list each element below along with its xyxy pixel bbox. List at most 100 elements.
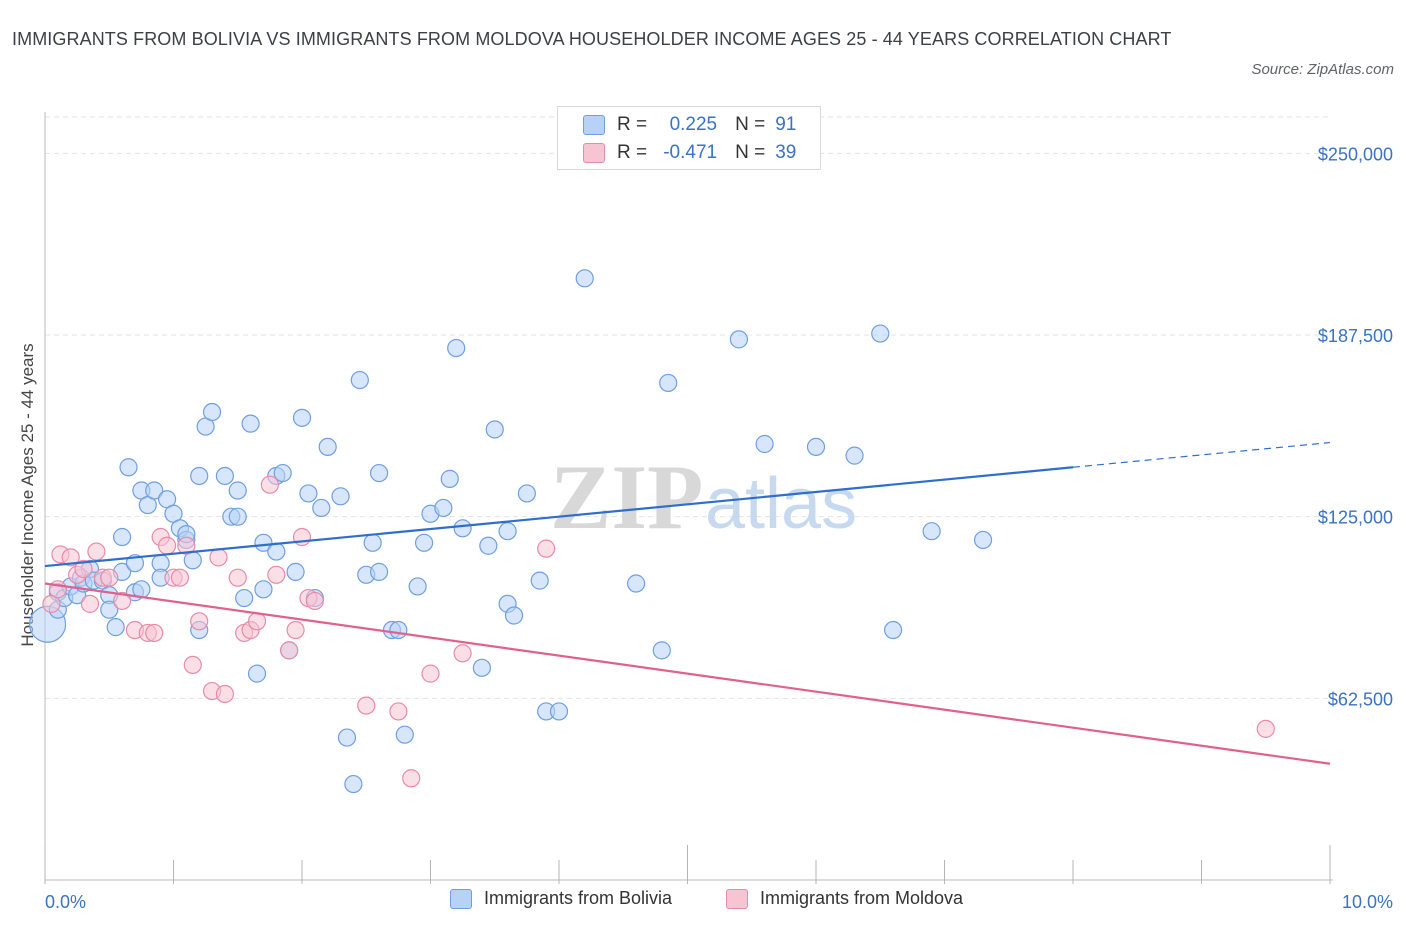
point-moldova-38[interactable] <box>421 664 440 683</box>
point-moldova-13[interactable] <box>145 623 164 643</box>
series-legend-moldova[interactable]: Immigrants from Moldova <box>726 888 963 909</box>
point-bolivia-42[interactable] <box>254 580 273 599</box>
point-bolivia-81[interactable] <box>549 702 569 721</box>
point-bolivia-52[interactable] <box>312 498 331 518</box>
point-moldova-41[interactable] <box>1256 719 1275 738</box>
point-moldova-27[interactable] <box>247 612 267 631</box>
point-bolivia-84[interactable] <box>652 641 671 660</box>
point-bolivia-87[interactable] <box>755 434 774 454</box>
point-bolivia-48[interactable] <box>286 562 305 581</box>
legend-n-value-bolivia: 91 <box>775 114 797 135</box>
point-bolivia-89[interactable] <box>845 446 864 465</box>
point-bolivia-70[interactable] <box>447 338 466 358</box>
point-bolivia-18[interactable] <box>119 458 138 477</box>
point-bolivia-78[interactable] <box>517 484 536 503</box>
point-bolivia-88[interactable] <box>806 437 826 457</box>
point-bolivia-12[interactable] <box>106 618 125 637</box>
point-moldova-39[interactable] <box>453 644 472 663</box>
point-moldova-10[interactable] <box>112 591 132 611</box>
point-moldova-31[interactable] <box>286 620 305 640</box>
point-moldova-28[interactable] <box>260 475 279 494</box>
point-moldova-23[interactable] <box>215 684 234 704</box>
legend-r-label: R = <box>617 114 648 135</box>
point-bolivia-71[interactable] <box>453 519 472 538</box>
point-bolivia-31[interactable] <box>190 466 209 486</box>
point-bolivia-91[interactable] <box>883 620 903 640</box>
point-moldova-20[interactable] <box>190 612 209 631</box>
point-bolivia-49[interactable] <box>292 408 312 427</box>
point-bolivia-37[interactable] <box>228 507 247 526</box>
watermark-zip: ZIP <box>550 446 703 548</box>
point-bolivia-14[interactable] <box>100 600 119 619</box>
point-bolivia-79[interactable] <box>530 571 549 590</box>
point-bolivia-35[interactable] <box>215 466 234 486</box>
point-moldova-36[interactable] <box>389 702 408 721</box>
legend-r-value-moldova: -0.471 <box>663 142 718 163</box>
point-bolivia-53[interactable] <box>318 437 337 457</box>
point-moldova-7[interactable] <box>87 542 106 561</box>
point-moldova-29[interactable] <box>267 565 286 584</box>
point-bolivia-54[interactable] <box>331 487 350 506</box>
chart-title: IMMIGRANTS FROM BOLIVIA VS IMMIGRANTS FR… <box>12 29 1172 49</box>
point-bolivia-82[interactable] <box>575 269 594 288</box>
point-moldova-19[interactable] <box>183 655 202 675</box>
point-bolivia-65[interactable] <box>408 577 427 596</box>
point-moldova-22[interactable] <box>209 548 228 567</box>
y-axis-label: Householder Income Ages 25 - 44 years <box>18 343 37 646</box>
point-bolivia-83[interactable] <box>626 574 646 593</box>
point-bolivia-61[interactable] <box>370 463 389 483</box>
point-bolivia-86[interactable] <box>729 330 749 349</box>
point-bolivia-69[interactable] <box>440 469 459 488</box>
series-legend: Immigrants from Bolivia Immigrants from … <box>0 888 1406 916</box>
trendline-moldova <box>44 582 1331 765</box>
point-bolivia-73[interactable] <box>479 536 498 555</box>
point-bolivia-64[interactable] <box>395 725 414 744</box>
point-bolivia-90[interactable] <box>871 324 890 343</box>
point-bolivia-76[interactable] <box>504 606 524 625</box>
point-moldova-30[interactable] <box>280 641 299 660</box>
point-moldova-18[interactable] <box>177 536 196 555</box>
point-bolivia-59[interactable] <box>363 533 382 552</box>
point-moldova-15[interactable] <box>157 536 177 555</box>
point-bolivia-38[interactable] <box>228 481 247 500</box>
point-moldova-40[interactable] <box>537 539 556 558</box>
point-moldova-34[interactable] <box>305 591 324 611</box>
correlation-legend: R = 0.225 N = 91 R = -0.471 N = 39 <box>557 106 821 170</box>
point-bolivia-85[interactable] <box>659 373 678 393</box>
point-bolivia-22[interactable] <box>145 481 164 500</box>
point-bolivia-44[interactable] <box>267 542 286 561</box>
point-moldova-17[interactable] <box>170 568 190 587</box>
point-bolivia-63[interactable] <box>389 620 408 640</box>
point-bolivia-60[interactable] <box>370 562 389 581</box>
series-legend-bolivia[interactable]: Immigrants from Bolivia <box>450 888 672 909</box>
trendline-bolivia <box>44 466 1074 568</box>
y-tick-label-3: $250,000 <box>1318 144 1393 164</box>
legend-swatch-bolivia <box>583 115 605 135</box>
point-bolivia-46[interactable] <box>273 463 292 483</box>
point-bolivia-57[interactable] <box>350 370 369 390</box>
point-bolivia-56[interactable] <box>344 774 363 794</box>
point-bolivia-39[interactable] <box>235 588 254 608</box>
point-bolivia-43[interactable] <box>254 533 273 552</box>
point-bolivia-92[interactable] <box>922 522 941 541</box>
point-moldova-37[interactable] <box>402 769 421 788</box>
point-bolivia-50[interactable] <box>299 484 318 503</box>
point-bolivia-41[interactable] <box>247 664 267 683</box>
point-bolivia-40[interactable] <box>241 414 260 433</box>
point-moldova-6[interactable] <box>80 594 100 613</box>
point-bolivia-74[interactable] <box>485 420 504 439</box>
point-moldova-9[interactable] <box>100 568 119 587</box>
point-moldova-3[interactable] <box>61 548 80 567</box>
point-moldova-35[interactable] <box>357 696 376 715</box>
point-bolivia-93[interactable] <box>973 530 993 550</box>
point-bolivia-17[interactable] <box>112 527 132 547</box>
point-bolivia-66[interactable] <box>414 533 434 552</box>
point-bolivia-72[interactable] <box>472 658 491 677</box>
point-moldova-24[interactable] <box>228 568 247 587</box>
point-bolivia-55[interactable] <box>337 728 357 747</box>
point-bolivia-68[interactable] <box>434 498 453 518</box>
point-bolivia-33[interactable] <box>202 402 222 422</box>
point-bolivia-77[interactable] <box>498 522 517 541</box>
point-moldova-5[interactable] <box>74 559 93 579</box>
x-tick-label-max: 10.0% <box>1342 892 1393 912</box>
